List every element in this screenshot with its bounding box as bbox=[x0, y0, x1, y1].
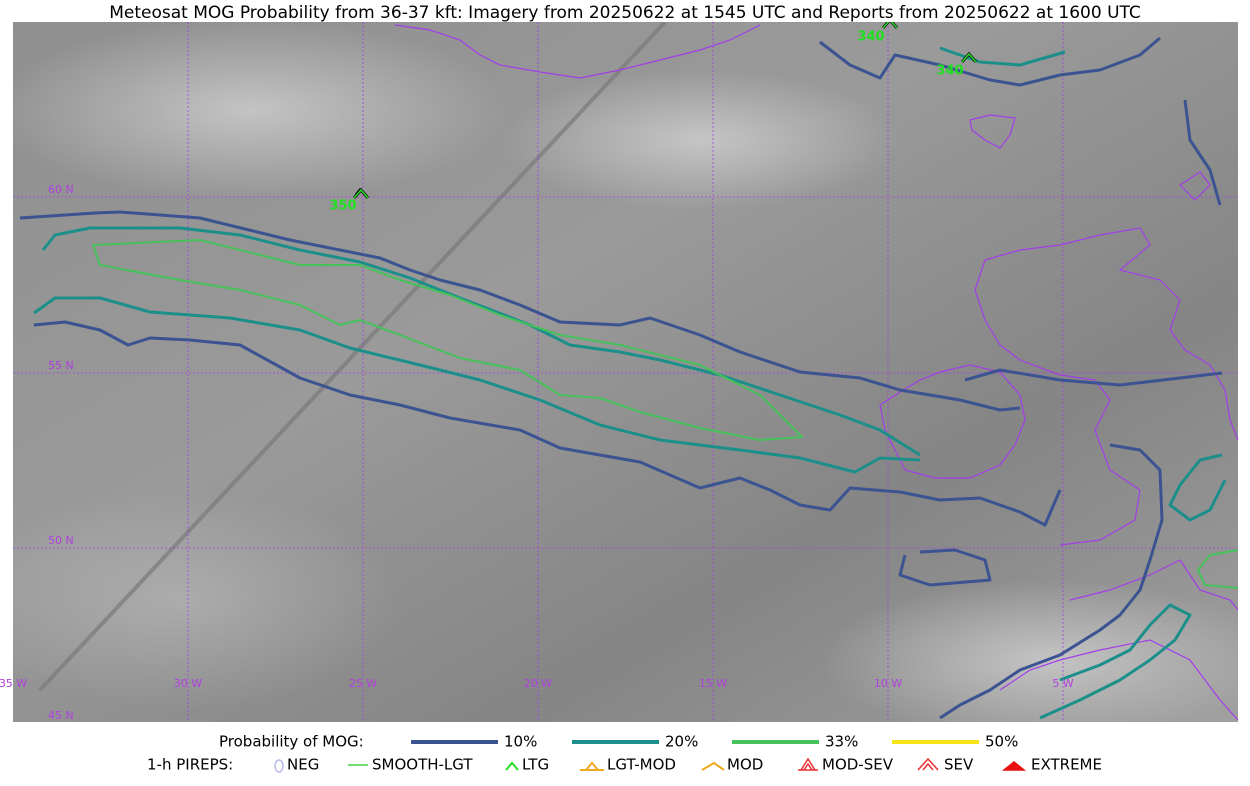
contour-10 bbox=[819, 36, 1161, 87]
pirep-ltg bbox=[961, 52, 977, 63]
legend-label: MOD-SEV bbox=[822, 756, 894, 774]
cloud bbox=[13, 490, 400, 710]
cloud bbox=[820, 580, 1238, 722]
contour-33 bbox=[1197, 549, 1238, 589]
contour-20 bbox=[33, 296, 921, 474]
pirep-ltg bbox=[882, 22, 898, 29]
cloud bbox=[13, 22, 510, 200]
lon-label: 20 W bbox=[524, 677, 552, 690]
coastline bbox=[1179, 171, 1211, 201]
coastline bbox=[999, 639, 1238, 721]
lon-label: 10 W bbox=[874, 677, 902, 690]
coastlines bbox=[394, 24, 1238, 721]
satellite-artifact bbox=[38, 22, 667, 692]
lon-label: 30 W bbox=[174, 677, 202, 690]
legend-label: SMOOTH-LGT bbox=[372, 756, 473, 774]
contour-10 bbox=[939, 443, 1164, 720]
legend-label: SEV bbox=[944, 756, 974, 774]
legend-icon bbox=[917, 757, 939, 771]
lon-label: 5 W bbox=[1052, 677, 1073, 690]
legend-label: 50% bbox=[985, 733, 1018, 751]
contour-10 bbox=[964, 368, 1223, 387]
legend-icon bbox=[701, 761, 725, 771]
legend-icon bbox=[1001, 761, 1027, 771]
coastline bbox=[969, 114, 1016, 149]
cloud bbox=[500, 70, 900, 210]
legend-title: Probability of MOG: bbox=[219, 733, 364, 751]
legend-icon bbox=[274, 759, 284, 773]
contour-20 bbox=[1168, 453, 1227, 522]
coastline bbox=[879, 364, 1026, 479]
title: Meteosat MOG Probability from 36-37 kft:… bbox=[109, 3, 1141, 23]
pirep-ltg bbox=[353, 188, 369, 199]
contour-33 bbox=[92, 239, 803, 441]
lon-label: 15 W bbox=[699, 677, 727, 690]
legend-label: NEG bbox=[287, 756, 319, 774]
map: 350 340 340 60 N 55 N 50 N 45 N bbox=[13, 22, 1238, 722]
pireps: 350 340 340 bbox=[329, 22, 978, 214]
lon-label: 35 W bbox=[0, 677, 27, 690]
legend-label: 20% bbox=[665, 733, 698, 751]
legend-label: EXTREME bbox=[1031, 756, 1102, 774]
legend-icon bbox=[580, 761, 604, 771]
lat-label: 55 N bbox=[48, 359, 74, 372]
legend-label: LGT-MOD bbox=[607, 756, 676, 774]
contour-20 bbox=[939, 46, 1066, 67]
coastline bbox=[394, 24, 761, 79]
pirep-altitude: 340 bbox=[857, 30, 884, 45]
contour-10 bbox=[33, 320, 1062, 527]
contour-10 bbox=[1183, 99, 1222, 206]
contour-10 bbox=[19, 210, 1021, 412]
contour-10 bbox=[898, 548, 992, 587]
pirep-altitude: 350 bbox=[329, 199, 356, 214]
legend: Probability of MOG: 1-h PIREPS: 10% 20% 33… bbox=[147, 733, 1102, 774]
mog-contours bbox=[19, 36, 1238, 720]
legend-title: 1-h PIREPS: bbox=[147, 756, 233, 774]
coastline bbox=[984, 227, 1238, 441]
coastline bbox=[974, 259, 1141, 546]
lon-label: 25 W bbox=[349, 677, 377, 690]
legend-label: LTG bbox=[522, 756, 549, 774]
coastline bbox=[1069, 559, 1238, 611]
legend-label: 33% bbox=[825, 733, 858, 751]
legend-label: MOD bbox=[727, 756, 763, 774]
legend-icon bbox=[505, 761, 519, 771]
pirep-altitude: 340 bbox=[936, 64, 963, 79]
lat-label: 60 N bbox=[48, 183, 74, 196]
contour-20 bbox=[1039, 603, 1192, 720]
legend-icon bbox=[798, 757, 818, 771]
lat-label: 45 N bbox=[48, 709, 74, 722]
legend-label: 10% bbox=[504, 733, 537, 751]
contour-20 bbox=[41, 226, 921, 457]
lat-label: 50 N bbox=[48, 534, 74, 547]
